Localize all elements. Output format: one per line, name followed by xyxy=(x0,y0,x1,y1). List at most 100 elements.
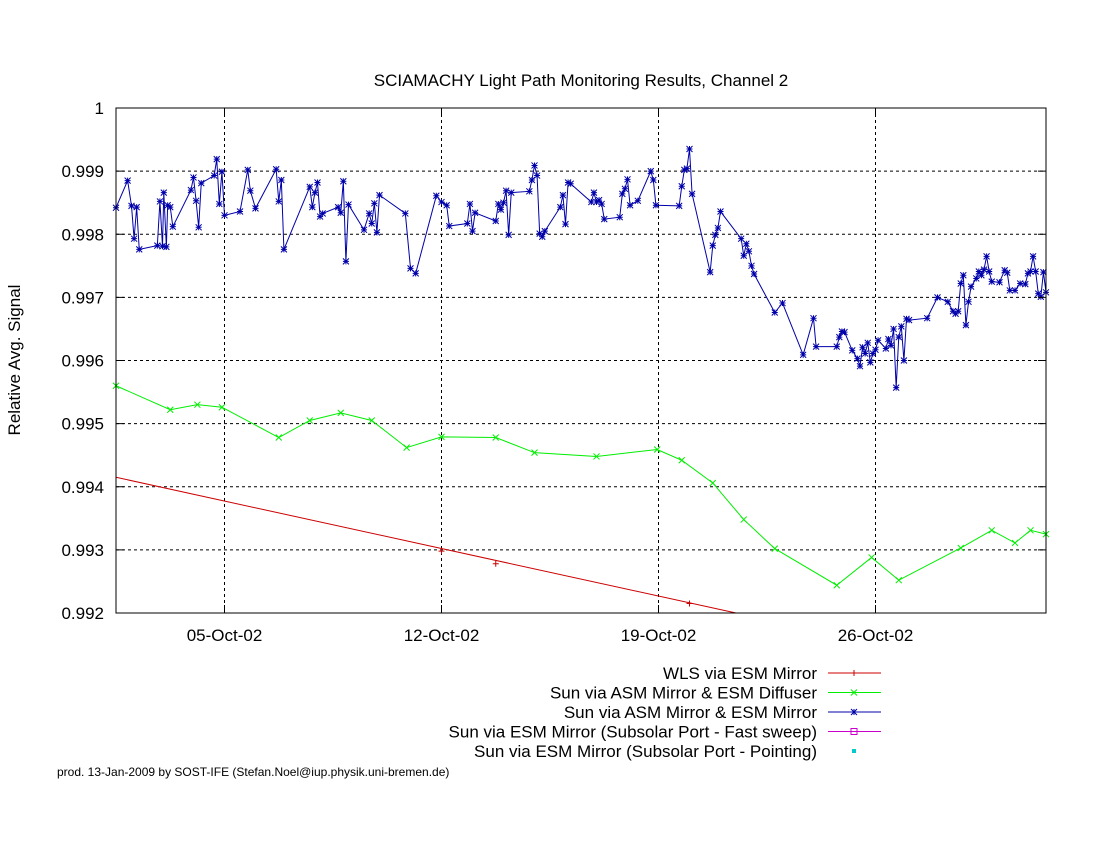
data-point xyxy=(869,350,877,357)
data-point xyxy=(905,316,913,324)
data-point xyxy=(133,203,141,211)
data-point xyxy=(492,434,500,441)
data-point xyxy=(197,179,205,187)
data-point xyxy=(885,335,892,343)
data-point xyxy=(923,314,931,322)
data-point xyxy=(967,283,975,290)
y-tick-label: 0.997 xyxy=(61,288,104,307)
data-point xyxy=(306,417,314,424)
data-point xyxy=(892,384,900,391)
data-point xyxy=(492,217,500,225)
data-point xyxy=(590,189,598,196)
data-point xyxy=(593,453,600,460)
data-point xyxy=(505,231,513,239)
data-point xyxy=(277,176,285,184)
data-point xyxy=(750,270,758,278)
legend-label: Sun via ESM Mirror (Subsolar Port - Fast… xyxy=(449,723,817,742)
data-point xyxy=(900,357,908,364)
data-point xyxy=(559,191,567,199)
data-point xyxy=(567,180,575,188)
axis-ticks: 0.992 0.993 0.994 0.995 0.996 0.997 0.998 0.999… xyxy=(61,99,1046,645)
data-point xyxy=(740,516,748,523)
y-axis-label: Relative Avg. Signal xyxy=(5,285,24,436)
series-sun-via-asm-mirror-esm-diffuser xyxy=(112,382,1050,589)
data-point xyxy=(624,175,631,183)
x-tick-label: 12-Oct-02 xyxy=(404,626,480,645)
data-point xyxy=(528,176,536,184)
data-point xyxy=(1040,268,1047,276)
data-point xyxy=(859,343,866,351)
data-point xyxy=(370,199,378,207)
data-point xyxy=(686,145,693,153)
data-point xyxy=(983,252,990,260)
y-tick-label: 1 xyxy=(95,99,104,118)
data-point xyxy=(742,240,750,248)
data-point xyxy=(195,223,203,231)
data-point xyxy=(838,328,846,335)
data-point xyxy=(616,213,624,221)
data-point xyxy=(337,209,345,217)
x-tick-label: 19-Oct-02 xyxy=(621,626,697,645)
data-point xyxy=(972,275,980,282)
data-point xyxy=(652,201,660,209)
data-point xyxy=(1027,268,1034,275)
data-point xyxy=(653,446,661,453)
legend-label: WLS via ESM Mirror xyxy=(663,664,817,683)
data-point xyxy=(1011,287,1019,294)
data-point xyxy=(980,266,988,273)
data-point xyxy=(213,155,221,163)
data-point xyxy=(210,172,218,179)
data-point xyxy=(1027,526,1034,534)
x-tick-label: 05-Oct-02 xyxy=(187,626,263,645)
data-point xyxy=(957,544,965,552)
data-point xyxy=(934,294,941,301)
data-point xyxy=(709,242,717,249)
data-point xyxy=(466,200,474,208)
data-point xyxy=(403,444,410,451)
data-point xyxy=(1029,252,1037,260)
data-point xyxy=(494,200,502,208)
legend-marker xyxy=(850,708,858,716)
legend-marker xyxy=(850,728,858,735)
data-point xyxy=(497,206,505,213)
legend-item: Sun via ESM Mirror (Subsolar Port - Fast… xyxy=(449,723,881,742)
data-point xyxy=(272,165,280,173)
data-point xyxy=(218,403,226,411)
data-point xyxy=(463,220,471,227)
data-point xyxy=(779,299,786,307)
data-point xyxy=(373,229,381,236)
data-point xyxy=(160,189,168,196)
data-point xyxy=(507,189,515,196)
data-point xyxy=(376,191,383,199)
data-point xyxy=(587,198,595,206)
data-point xyxy=(621,185,629,193)
series-layer xyxy=(112,145,1050,614)
series-line xyxy=(115,148,1047,388)
legend-label: Sun via ASM Mirror & ESM Diffuser xyxy=(550,684,817,703)
legend-item: WLS via ESM Mirror xyxy=(663,664,881,683)
data-point xyxy=(709,479,717,487)
series-line xyxy=(115,385,1047,586)
data-point xyxy=(745,247,753,255)
data-point xyxy=(469,227,476,235)
data-point xyxy=(595,196,603,204)
data-point xyxy=(1032,268,1040,275)
data-point xyxy=(541,227,549,235)
data-point xyxy=(944,298,952,306)
data-point xyxy=(246,187,254,195)
data-point xyxy=(194,401,201,409)
data-point xyxy=(342,258,350,265)
data-point xyxy=(854,355,861,362)
data-point xyxy=(680,166,688,174)
data-point xyxy=(244,166,252,174)
data-point xyxy=(471,209,479,217)
data-point xyxy=(314,179,321,186)
data-point xyxy=(1037,293,1045,301)
legend-marker xyxy=(850,689,858,696)
data-point xyxy=(714,224,722,232)
data-point xyxy=(500,199,507,207)
data-point xyxy=(890,325,897,333)
data-point xyxy=(445,222,453,230)
data-point xyxy=(649,176,657,184)
